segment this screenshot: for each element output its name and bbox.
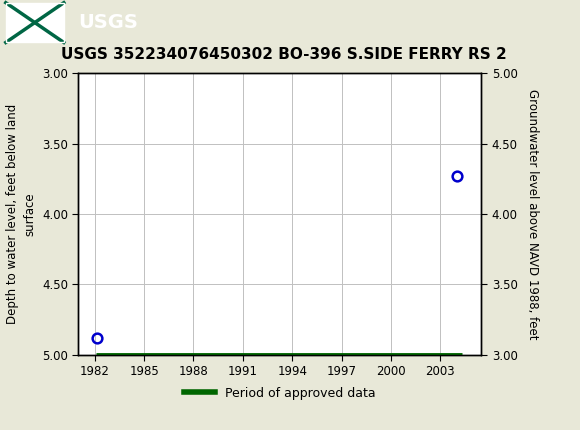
Legend: Period of approved data: Period of approved data: [179, 382, 381, 405]
Text: USGS: USGS: [78, 13, 138, 32]
Text: USGS 352234076450302 BO-396 S.SIDE FERRY RS 2: USGS 352234076450302 BO-396 S.SIDE FERRY…: [61, 47, 507, 62]
Bar: [6, 3, 64, 43]
Y-axis label: Groundwater level above NAVD 1988, feet: Groundwater level above NAVD 1988, feet: [526, 89, 539, 339]
Y-axis label: Depth to water level, feet below land
surface: Depth to water level, feet below land su…: [6, 104, 37, 324]
Bar: [6, 3, 64, 43]
